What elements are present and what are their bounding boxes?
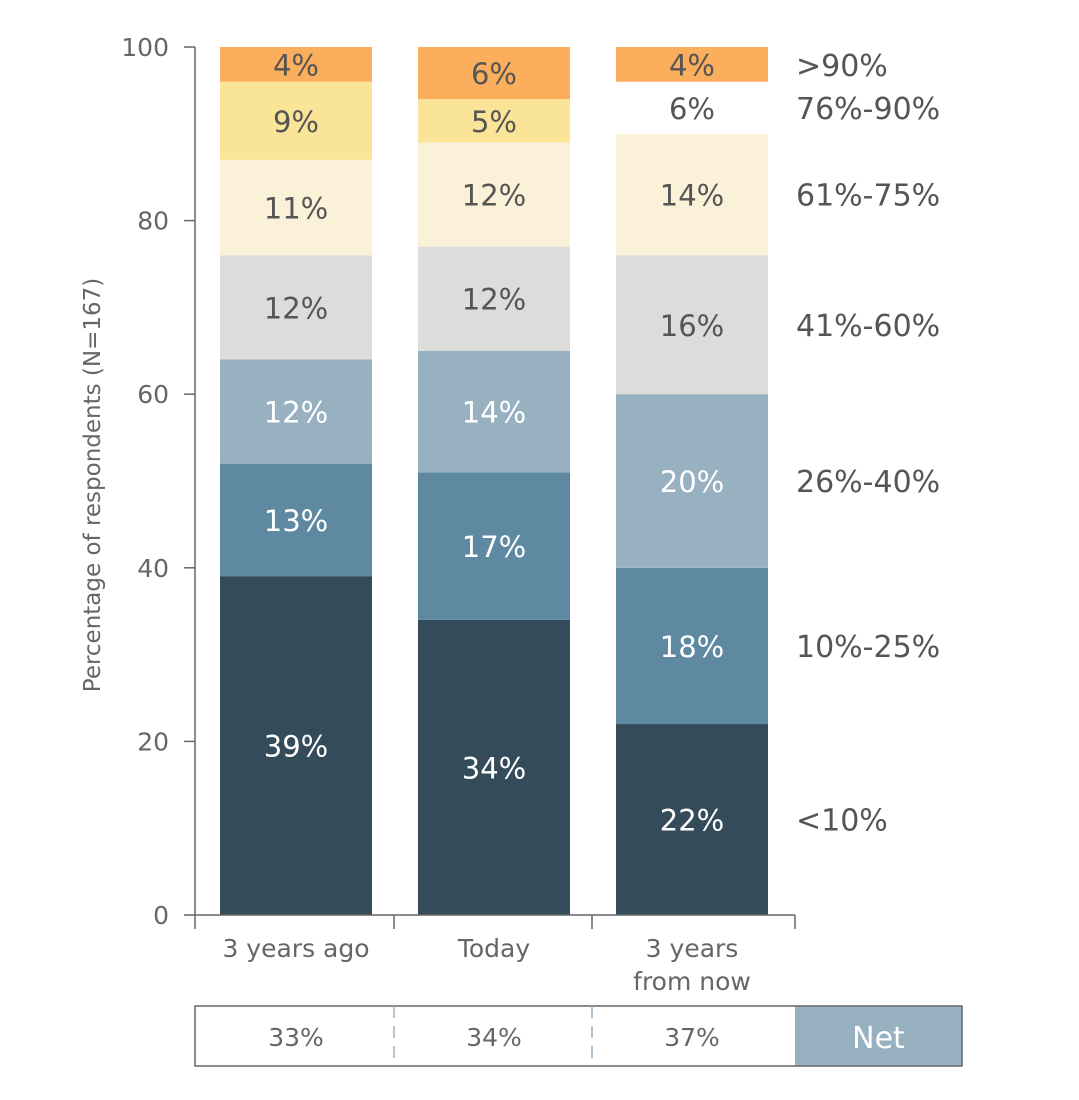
data-label: 20%: [660, 465, 724, 499]
y-tick-label: 80: [137, 207, 169, 236]
bar-segment: [616, 724, 768, 915]
net-value: 34%: [466, 1023, 522, 1052]
bar-segment: [616, 567, 768, 725]
bar-segment: [220, 463, 372, 577]
bars: 39% 13% 12% 12% 11% 9% 4% 34% 17% 14% 12% 12% 5% 6% 22…: [220, 47, 768, 915]
legend-label: >90%: [796, 49, 888, 84]
legend-label: <10%: [796, 804, 888, 839]
legend-label: 61%-75%: [796, 179, 940, 214]
y-tick-label: 20: [137, 727, 169, 756]
y-tick-label: 100: [121, 33, 169, 62]
net-header-label: Net: [852, 1021, 905, 1056]
data-label: 13%: [264, 504, 328, 538]
data-label: 11%: [264, 192, 328, 226]
bar-segment: [220, 81, 372, 160]
legend-label: 26%-40%: [796, 465, 940, 500]
data-label: 34%: [462, 751, 526, 785]
data-label: 22%: [660, 804, 724, 838]
y-axis: 0 20 40 60 80 100 Percentage of respondents (N…: [80, 33, 196, 930]
data-label: 12%: [462, 179, 526, 213]
bar-segment: [220, 255, 372, 360]
data-label: 4%: [273, 48, 319, 82]
data-label: 18%: [660, 630, 724, 664]
bar-segment: [220, 359, 372, 464]
y-tick-label: 60: [137, 380, 169, 409]
data-label: 5%: [471, 105, 517, 139]
legend-label: 41%-60%: [796, 309, 940, 344]
data-label: 12%: [264, 396, 328, 430]
data-label: 14%: [660, 179, 724, 213]
data-label: 17%: [462, 530, 526, 564]
data-label: 4%: [669, 48, 715, 82]
bar-segment: [220, 159, 372, 256]
legend-label: 10%-25%: [796, 630, 940, 665]
data-label: 6%: [471, 57, 517, 91]
bar-segment: [418, 619, 570, 915]
bar-segment: [418, 99, 570, 143]
bar-segment: [418, 47, 570, 100]
bar-segment: [220, 47, 372, 82]
data-label: 6%: [669, 92, 715, 126]
bar-segment: [220, 576, 372, 915]
x-tick-label: 3 years ago: [222, 934, 369, 963]
bar-segment: [616, 47, 768, 82]
bar-segment: [418, 350, 570, 473]
bar-segment: [616, 81, 768, 134]
net-table-border: [194, 1005, 963, 1067]
net-value: 33%: [268, 1023, 324, 1052]
bar-segment: [418, 472, 570, 620]
net-value: 37%: [664, 1023, 720, 1052]
x-tick-label: Today: [457, 934, 531, 963]
data-label: 14%: [462, 396, 526, 430]
bar-segment: [418, 142, 570, 247]
y-axis-title: Percentage of respondents (N=167): [80, 278, 106, 692]
data-label: 12%: [462, 283, 526, 317]
x-axis: 3 years ago Today 3 years from now: [194, 914, 796, 996]
y-tick-label: 0: [153, 901, 169, 930]
net-header-cell: [795, 1006, 962, 1066]
data-label: 16%: [660, 309, 724, 343]
data-label: 39%: [264, 730, 328, 764]
net-table: 33% 34% 37% Net: [194, 1005, 963, 1067]
bar-segment: [418, 246, 570, 351]
bar-segment: [616, 133, 768, 256]
legend-label: 76%-90%: [796, 92, 940, 127]
data-label: 12%: [264, 291, 328, 325]
x-tick-label: 3 years from now: [633, 934, 751, 996]
bar-segment: [616, 394, 768, 568]
data-label: 9%: [273, 105, 319, 139]
y-tick-label: 40: [137, 554, 169, 583]
legend: <10% 10%-25% 26%-40% 41%-60% 61%-75% 76%-90% >…: [796, 49, 940, 839]
bar-segment: [616, 255, 768, 395]
